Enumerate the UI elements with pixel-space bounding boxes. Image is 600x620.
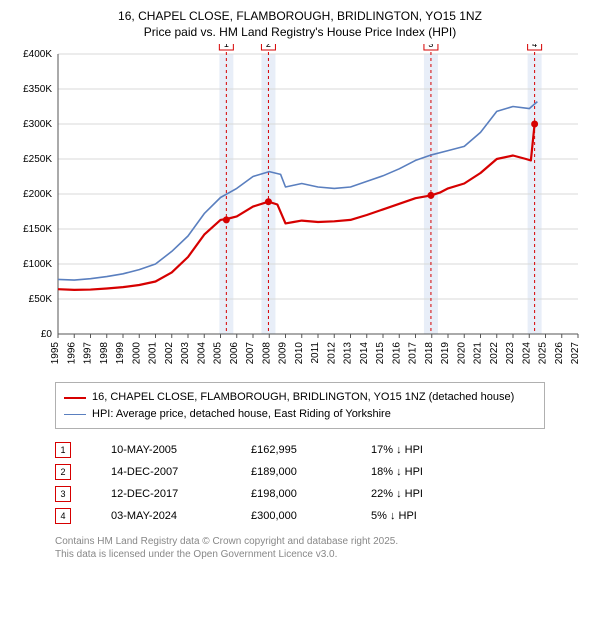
svg-text:£250K: £250K	[23, 154, 52, 165]
svg-text:£200K: £200K	[23, 189, 52, 200]
svg-text:2020: 2020	[456, 342, 467, 365]
svg-text:2019: 2019	[440, 342, 451, 365]
sale-hpi-delta: 18% ↓ HPI	[371, 466, 471, 478]
svg-text:2021: 2021	[473, 342, 484, 365]
sale-marker-box: 1	[55, 442, 71, 458]
svg-text:1997: 1997	[83, 342, 94, 365]
svg-text:£150K: £150K	[23, 224, 52, 235]
sale-row: 1 10-MAY-2005 £162,995 17% ↓ HPI	[55, 439, 590, 461]
sales-table: 1 10-MAY-2005 £162,995 17% ↓ HPI 2 14-DEC-200…	[55, 439, 590, 527]
svg-text:2004: 2004	[196, 342, 207, 365]
legend: 16, CHAPEL CLOSE, FLAMBOROUGH, BRIDLINGT…	[55, 382, 545, 429]
svg-text:1: 1	[224, 44, 229, 49]
svg-text:2000: 2000	[131, 342, 142, 365]
legend-label: 16, CHAPEL CLOSE, FLAMBOROUGH, BRIDLINGT…	[92, 389, 514, 406]
svg-text:£300K: £300K	[23, 119, 52, 130]
sale-hpi-delta: 22% ↓ HPI	[371, 488, 471, 500]
svg-text:2005: 2005	[213, 342, 224, 365]
svg-text:2023: 2023	[505, 342, 516, 365]
svg-text:2022: 2022	[489, 342, 500, 365]
svg-text:2003: 2003	[180, 342, 191, 365]
svg-text:2017: 2017	[408, 342, 419, 365]
svg-text:2016: 2016	[391, 342, 402, 365]
svg-text:2006: 2006	[229, 342, 240, 365]
legend-row: 16, CHAPEL CLOSE, FLAMBOROUGH, BRIDLINGT…	[64, 389, 536, 406]
sale-price: £162,995	[251, 444, 331, 456]
svg-text:2026: 2026	[554, 342, 565, 365]
sale-price: £198,000	[251, 488, 331, 500]
svg-text:£100K: £100K	[23, 259, 52, 270]
svg-text:2025: 2025	[538, 342, 549, 365]
svg-text:2015: 2015	[375, 342, 386, 365]
sale-date: 10-MAY-2005	[111, 444, 211, 456]
svg-text:2011: 2011	[310, 342, 321, 364]
sale-row: 4 03-MAY-2024 £300,000 5% ↓ HPI	[55, 505, 590, 527]
sale-date: 12-DEC-2017	[111, 488, 211, 500]
sale-marker-box: 2	[55, 464, 71, 480]
footnote: Contains HM Land Registry data © Crown c…	[55, 535, 590, 561]
svg-text:2012: 2012	[326, 342, 337, 365]
svg-text:2027: 2027	[570, 342, 581, 365]
footnote-line-2: This data is licensed under the Open Gov…	[55, 548, 590, 561]
sale-hpi-delta: 17% ↓ HPI	[371, 444, 471, 456]
legend-swatch	[64, 397, 86, 399]
svg-text:£50K: £50K	[29, 294, 53, 305]
sale-row: 3 12-DEC-2017 £198,000 22% ↓ HPI	[55, 483, 590, 505]
svg-text:3: 3	[428, 44, 433, 49]
chart-title: 16, CHAPEL CLOSE, FLAMBOROUGH, BRIDLINGT…	[10, 8, 590, 40]
svg-text:2013: 2013	[343, 342, 354, 365]
svg-text:£0: £0	[41, 329, 53, 340]
svg-text:2018: 2018	[424, 342, 435, 365]
svg-text:2008: 2008	[261, 342, 272, 365]
svg-text:2009: 2009	[278, 342, 289, 365]
svg-text:1995: 1995	[50, 342, 61, 365]
svg-text:2014: 2014	[359, 342, 370, 365]
page: 16, CHAPEL CLOSE, FLAMBOROUGH, BRIDLINGT…	[0, 0, 600, 571]
sale-row: 2 14-DEC-2007 £189,000 18% ↓ HPI	[55, 461, 590, 483]
sale-hpi-delta: 5% ↓ HPI	[371, 510, 471, 522]
svg-text:2007: 2007	[245, 342, 256, 365]
svg-text:4: 4	[532, 44, 537, 49]
svg-text:2002: 2002	[164, 342, 175, 365]
sale-marker-box: 4	[55, 508, 71, 524]
sale-price: £300,000	[251, 510, 331, 522]
sale-price: £189,000	[251, 466, 331, 478]
chart: £0 £50K £100K £150K £200K £250K £300K £350K £400…	[10, 44, 590, 374]
footnote-line-1: Contains HM Land Registry data © Crown c…	[55, 535, 590, 548]
svg-text:1996: 1996	[66, 342, 77, 365]
sale-date: 14-DEC-2007	[111, 466, 211, 478]
svg-text:2010: 2010	[294, 342, 305, 365]
svg-text:1998: 1998	[99, 342, 110, 365]
sale-date: 03-MAY-2024	[111, 510, 211, 522]
svg-text:£400K: £400K	[23, 49, 52, 60]
svg-text:2: 2	[266, 44, 271, 49]
svg-text:£350K: £350K	[23, 84, 52, 95]
legend-label: HPI: Average price, detached house, East…	[92, 406, 391, 423]
legend-row: HPI: Average price, detached house, East…	[64, 406, 536, 423]
svg-text:2001: 2001	[148, 342, 159, 365]
legend-swatch	[64, 414, 86, 415]
chart-svg: £0 £50K £100K £150K £200K £250K £300K £350K £400…	[10, 44, 590, 374]
title-line-2: Price paid vs. HM Land Registry's House …	[10, 24, 590, 40]
svg-text:1999: 1999	[115, 342, 126, 365]
title-line-1: 16, CHAPEL CLOSE, FLAMBOROUGH, BRIDLINGT…	[10, 8, 590, 24]
sale-marker-box: 3	[55, 486, 71, 502]
svg-text:2024: 2024	[521, 342, 532, 365]
